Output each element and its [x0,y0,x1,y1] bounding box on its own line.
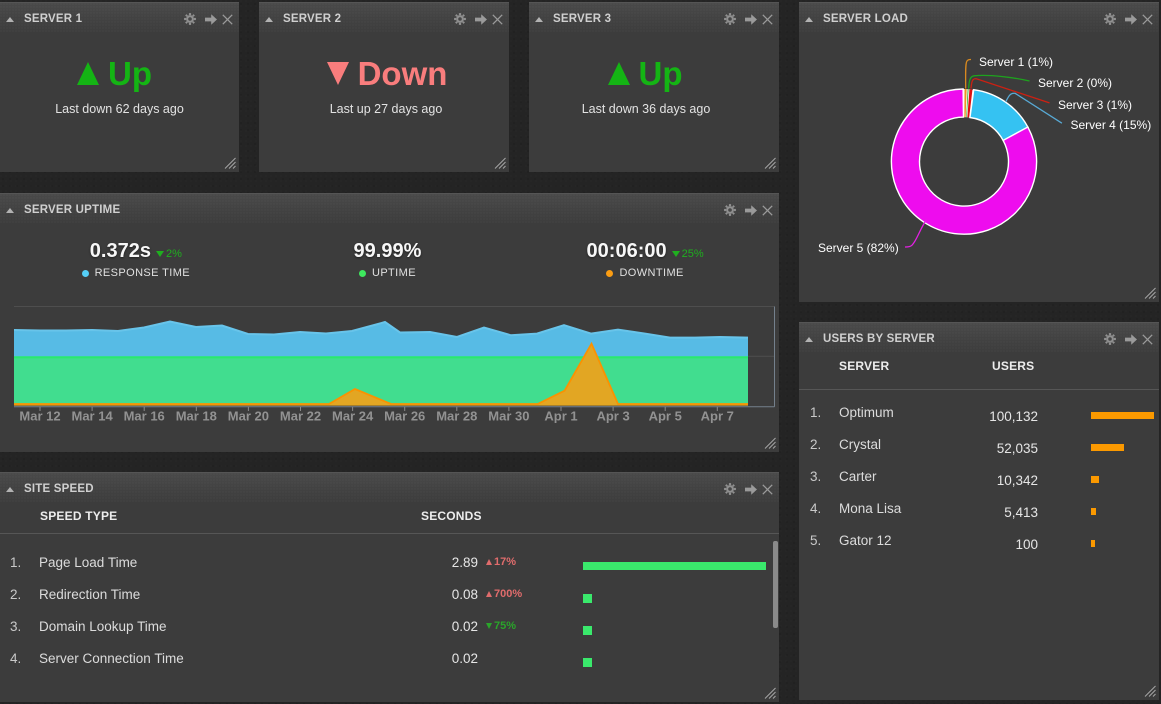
svg-text:Apr 7: Apr 7 [701,409,734,424]
svg-text:Server 5 (82%): Server 5 (82%) [818,241,899,255]
svg-text:Mar 30: Mar 30 [488,409,529,424]
svg-text:Apr 1: Apr 1 [544,409,577,424]
svg-text:Mar 28: Mar 28 [436,409,477,424]
svg-text:Apr 5: Apr 5 [649,409,682,424]
svg-text:Mar 14: Mar 14 [71,409,113,424]
svg-text:Mar 20: Mar 20 [228,409,269,424]
svg-text:Server 4 (15%): Server 4 (15%) [1071,118,1152,132]
svg-text:Mar 26: Mar 26 [384,409,425,424]
svg-text:Apr 3: Apr 3 [596,409,629,424]
svg-text:Server 3 (1%): Server 3 (1%) [1058,98,1132,112]
svg-text:Mar 12: Mar 12 [19,409,60,424]
svg-text:Mar 16: Mar 16 [124,409,165,424]
svg-text:Server 2 (0%): Server 2 (0%) [1038,76,1112,90]
svg-text:Server 1 (1%): Server 1 (1%) [979,55,1053,69]
svg-text:Mar 24: Mar 24 [332,409,374,424]
svg-text:Mar 22: Mar 22 [280,409,321,424]
svg-text:Mar 18: Mar 18 [176,409,217,424]
